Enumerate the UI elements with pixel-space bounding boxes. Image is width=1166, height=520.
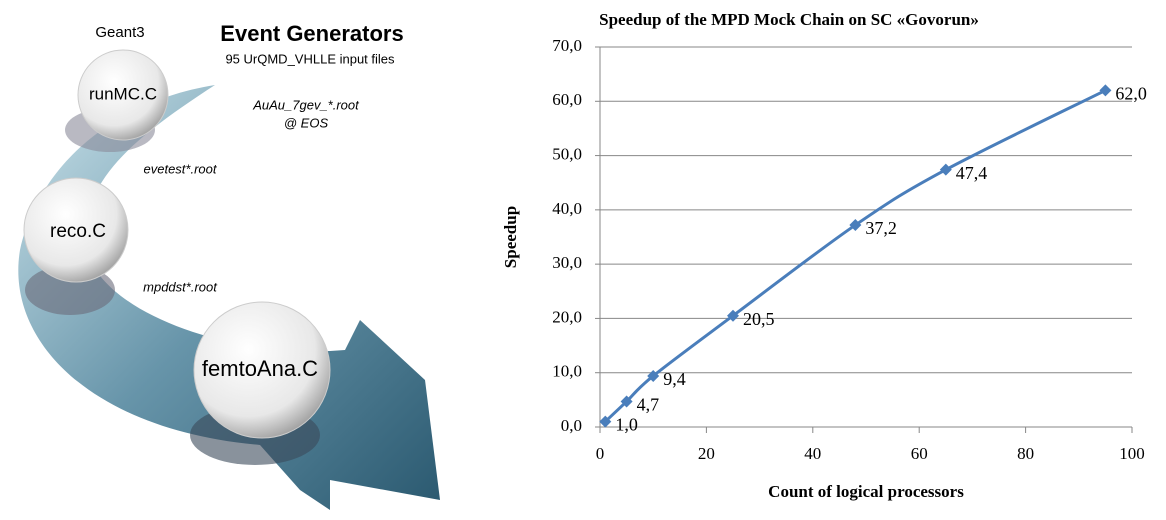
file-label: AuAu_7gev_*.root (252, 97, 360, 112)
x-axis-label: Count of logical processors (768, 482, 964, 501)
diagram-subtitle: 95 UrQMD_VHLLE input files (225, 51, 395, 66)
x-tick-label: 100 (1119, 444, 1145, 463)
x-tick-label: 0 (596, 444, 605, 463)
y-axis-label: Speedup (501, 206, 520, 268)
y-tick-label: 60,0 (552, 90, 582, 109)
node-label: reco.C (50, 221, 106, 242)
data-label: 20,5 (743, 309, 775, 329)
y-tick-label: 10,0 (552, 362, 582, 381)
data-label: 37,2 (865, 218, 897, 238)
data-point (940, 164, 952, 176)
page: {"diagram": {"simulator": "Geant3", "tit… (0, 0, 1166, 520)
data-label: 1,0 (615, 415, 638, 435)
y-tick-label: 50,0 (552, 144, 582, 163)
node-label: runMC.C (89, 84, 157, 103)
data-point (1099, 84, 1111, 96)
diagram-title: Event Generators (220, 21, 403, 46)
y-tick-label: 40,0 (552, 199, 582, 218)
data-label: 4,7 (637, 395, 660, 415)
y-tick-label: 30,0 (552, 253, 582, 272)
simulator-label: Geant3 (95, 24, 144, 41)
figure: Geant3 Event Generators 95 UrQMD_VHLLE i… (0, 0, 1166, 515)
chart-title: Speedup of the MPD Mock Chain on SC «Gov… (599, 10, 979, 29)
data-label: 62,0 (1115, 84, 1147, 104)
y-tick-label: 70,0 (552, 36, 582, 55)
node-label: femtoAna.C (202, 356, 318, 381)
file-label: @ EOS (284, 115, 329, 130)
data-label: 47,4 (956, 163, 988, 183)
x-tick-label: 60 (911, 444, 928, 463)
x-tick-label: 40 (804, 444, 821, 463)
file-label: mpddst*.root (143, 279, 218, 294)
file-label: evetest*.root (144, 161, 218, 176)
x-tick-label: 80 (1017, 444, 1034, 463)
x-tick-label: 20 (698, 444, 715, 463)
y-tick-label: 0,0 (561, 416, 582, 435)
data-label: 9,4 (663, 369, 686, 389)
y-tick-label: 20,0 (552, 307, 582, 326)
